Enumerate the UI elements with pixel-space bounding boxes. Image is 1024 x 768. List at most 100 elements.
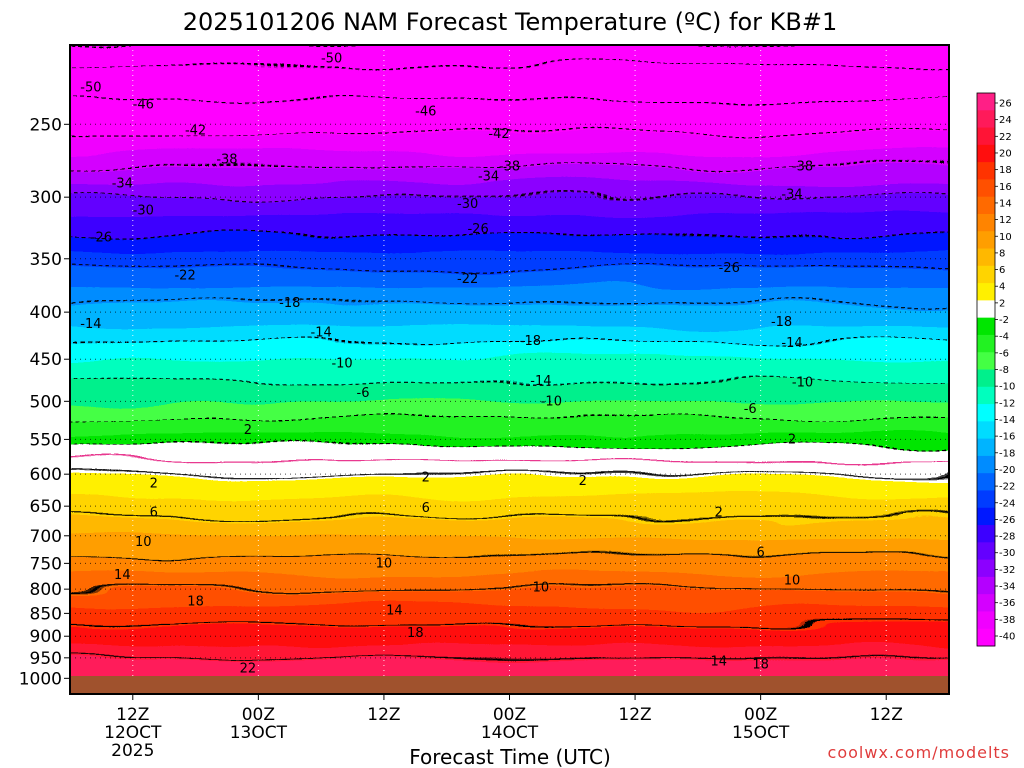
colorbar-label: -28 <box>999 532 1015 543</box>
colorbar-label: 8 <box>999 248 1005 259</box>
temperature-band <box>70 552 949 556</box>
temperature-band <box>70 213 949 217</box>
temperature-band <box>70 381 949 385</box>
colorbar-label: -14 <box>999 415 1015 426</box>
colorbar-label: 2 <box>999 298 1005 309</box>
contour-label: -6 <box>744 402 757 417</box>
y-tick-label: 650 <box>30 497 62 517</box>
colorbar-swatch <box>977 127 995 146</box>
colorbar-swatch <box>977 265 995 284</box>
colorbar-label: 4 <box>999 282 1005 293</box>
contour-label: -34 <box>478 170 499 185</box>
colorbar-swatch <box>977 559 995 578</box>
temperature-band <box>70 171 949 175</box>
x-tick-date: 13OCT <box>230 723 288 743</box>
contour-labels: -50-50-46 -46-42 -42-38 -38 -38-34 -34-34-30-… <box>80 51 813 676</box>
temperature-band <box>70 468 949 472</box>
temperature-band <box>70 582 949 586</box>
contour-label: -10 <box>792 375 813 390</box>
temperature-band <box>70 243 949 247</box>
temperature-band <box>70 483 949 487</box>
temperature-band <box>70 588 949 592</box>
colorbar-label: -36 <box>999 598 1015 609</box>
contour-label: 6 <box>150 505 158 520</box>
x-tick-time: 12Z <box>618 705 651 725</box>
colorbar-label: 20 <box>999 148 1012 159</box>
temperature-band <box>70 390 949 394</box>
temperature-band <box>70 267 949 271</box>
temperature-band <box>70 648 949 652</box>
colorbar-swatch <box>977 248 995 267</box>
temperature-band <box>70 543 949 547</box>
colorbar-label: 12 <box>999 215 1012 226</box>
temperature-band <box>70 270 949 274</box>
colorbar-swatch <box>977 110 995 129</box>
temperature-band <box>70 210 949 214</box>
temperature-band <box>70 378 949 382</box>
colorbar-swatch <box>977 213 995 232</box>
temperature-band <box>70 330 949 334</box>
colorbar-label: -18 <box>999 448 1015 459</box>
contour-label: -10 <box>541 394 562 409</box>
colorbar-label: -24 <box>999 498 1015 509</box>
y-tick-label: 600 <box>30 465 62 485</box>
colorbar-label: -34 <box>999 582 1015 593</box>
colorbar-swatch <box>977 611 995 630</box>
temperature-band <box>70 456 949 460</box>
colorbar-swatch <box>977 144 995 163</box>
temperature-band <box>70 342 949 346</box>
temperature-band <box>70 372 949 376</box>
x-tick-year: 2025 <box>111 741 154 761</box>
temperature-band <box>70 531 949 535</box>
temperature-band <box>70 252 949 256</box>
contour-label: -14 <box>80 317 101 332</box>
temperature-bands <box>55 39 964 694</box>
temperature-band <box>70 408 949 412</box>
temperature-band <box>70 363 949 367</box>
x-tick-date: 15OCT <box>732 723 790 743</box>
temperature-band <box>70 162 949 166</box>
temperature-band <box>70 348 949 352</box>
contour-label: 10 <box>784 574 801 589</box>
colorbar-swatch <box>977 473 995 491</box>
temperature-band <box>70 195 949 199</box>
contour-label: -18 <box>279 296 300 311</box>
temperature-band <box>70 336 949 340</box>
contour-label: 2 <box>788 432 796 447</box>
temperature-band <box>70 396 949 400</box>
colorbar-label: -32 <box>999 565 1015 576</box>
plot-area: -50-50-46 -46-42 -42-38 -38 -38-34 -34-34-30-… <box>55 39 964 694</box>
colorbar-swatch <box>977 300 995 319</box>
temperature-band <box>70 621 949 625</box>
temperature-band <box>55 39 964 43</box>
temperature-band <box>70 78 949 82</box>
isotherm-contours <box>70 45 949 694</box>
contour-label: -30 <box>133 203 154 218</box>
colorbar-swatch <box>977 369 995 388</box>
temperature-band <box>70 477 949 481</box>
temperature-band <box>70 450 949 454</box>
colorbar-label: 14 <box>999 198 1012 209</box>
colorbar-label: -6 <box>999 348 1009 359</box>
temperature-band <box>70 192 949 196</box>
colorbar-label: 16 <box>999 182 1012 193</box>
temperature-band <box>70 318 949 322</box>
temperature-band <box>70 123 949 127</box>
temperature-band <box>70 72 949 76</box>
contour-label: -38 <box>216 152 237 167</box>
temperature-band <box>70 600 949 604</box>
ground-surface <box>70 676 949 694</box>
temperature-band <box>70 441 949 445</box>
temperature-band <box>70 276 949 280</box>
x-tick-time: 12Z <box>116 705 149 725</box>
colorbar-label: -8 <box>999 365 1009 376</box>
temperature-band <box>70 411 949 415</box>
contour-label: -38 <box>499 160 520 175</box>
colorbar-swatch <box>977 507 995 526</box>
temperature-band <box>70 465 949 469</box>
temperature-band <box>70 438 949 442</box>
temperature-band <box>70 177 949 181</box>
temperature-band <box>70 51 949 55</box>
